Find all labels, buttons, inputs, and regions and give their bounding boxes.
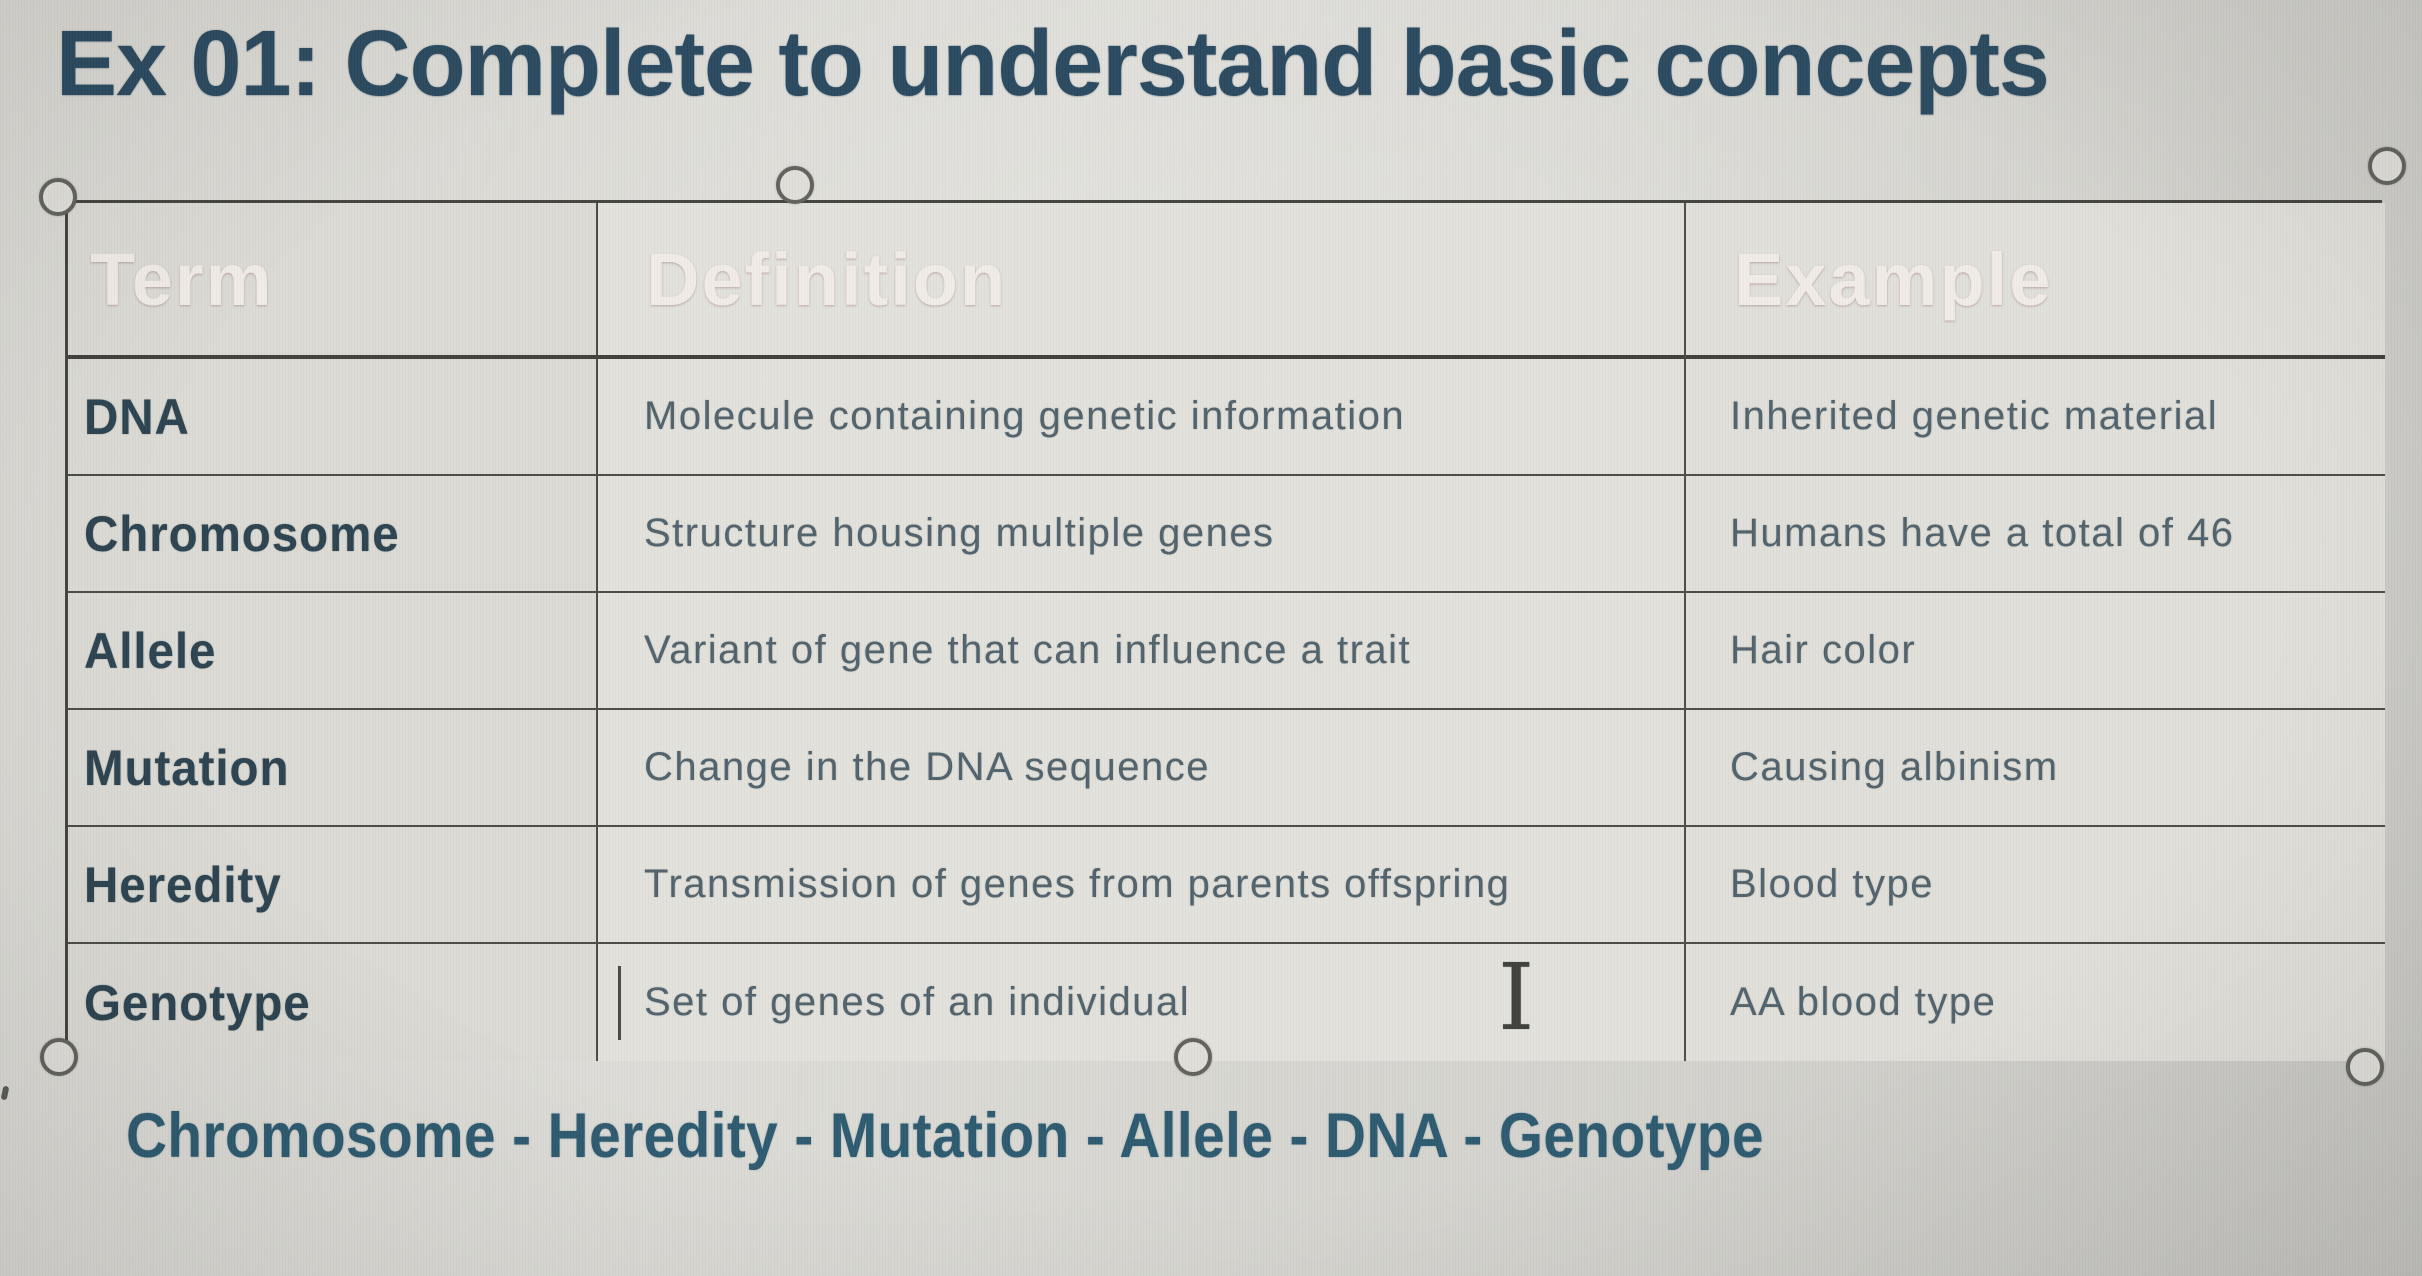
term-cell[interactable]: DNA <box>68 359 598 476</box>
definition-text: Molecule containing genetic information <box>644 394 1406 438</box>
ibeam-cursor-icon: I <box>1498 944 1535 1051</box>
example-text: Hair color <box>1730 628 1917 672</box>
selection-handle-bottom-left[interactable] <box>40 1038 78 1076</box>
definition-text: Structure housing multiple genes <box>644 511 1275 555</box>
term-cell[interactable]: Chromosome <box>68 476 598 593</box>
example-cell[interactable]: Inherited genetic material <box>1686 359 2385 476</box>
selection-handle-top-left[interactable] <box>39 178 77 216</box>
definition-text: Set of genes of an individual <box>644 980 1191 1024</box>
term-label: Genotype <box>84 974 311 1031</box>
page-title: Ex 01: Complete to understand basic conc… <box>56 11 2050 115</box>
term-cell[interactable]: Genotype <box>68 944 598 1061</box>
term-label: Mutation <box>84 739 290 796</box>
example-cell[interactable]: Hair color <box>1686 593 2385 710</box>
example-cell[interactable]: Humans have a total of 46 <box>1686 476 2385 593</box>
stray-mark <box>0 1085 10 1101</box>
example-cell[interactable]: Causing albinism <box>1686 710 2385 827</box>
selection-handle-bottom-right[interactable] <box>2346 1048 2384 1086</box>
example-cell[interactable]: Blood type <box>1686 827 2385 944</box>
definition-cell[interactable]: Structure housing multiple genes <box>598 476 1686 593</box>
example-text: Humans have a total of 46 <box>1730 511 2235 555</box>
word-bank: Chromosome - Heredity - Mutation - Allel… <box>126 1101 1764 1171</box>
term-label: Heredity <box>84 856 282 913</box>
term-label: DNA <box>84 388 190 445</box>
selection-handle-top-right[interactable] <box>2368 147 2406 185</box>
term-label: Allele <box>84 622 217 679</box>
definition-cell[interactable]: Set of genes of an individual <box>598 944 1686 1061</box>
definition-cell[interactable]: Molecule containing genetic information <box>598 359 1686 476</box>
term-cell[interactable]: Heredity <box>68 827 598 944</box>
example-text: AA blood type <box>1730 980 1997 1024</box>
selection-handle-top-center[interactable] <box>776 166 814 204</box>
definition-text: Transmission of genes from parents offsp… <box>644 862 1511 906</box>
column-header-term: Term <box>68 203 598 359</box>
example-cell[interactable]: AA blood type <box>1686 944 2385 1061</box>
selection-handle-bottom-center[interactable] <box>1174 1038 1212 1076</box>
definition-cell[interactable]: Variant of gene that can influence a tra… <box>598 593 1686 710</box>
concepts-table[interactable]: Term Definition Example DNA Molecule con… <box>65 200 2385 1061</box>
term-cell[interactable]: Mutation <box>68 710 598 827</box>
column-header-example: Example <box>1686 203 2385 359</box>
text-caret <box>618 966 621 1040</box>
term-cell[interactable]: Allele <box>68 593 598 710</box>
term-label: Chromosome <box>84 505 400 562</box>
definition-cell[interactable]: Transmission of genes from parents offsp… <box>598 827 1686 944</box>
definition-text: Change in the DNA sequence <box>644 745 1211 789</box>
column-header-definition: Definition <box>598 203 1686 359</box>
definition-text: Variant of gene that can influence a tra… <box>644 628 1412 672</box>
definition-cell[interactable]: Change in the DNA sequence <box>598 710 1686 827</box>
example-text: Blood type <box>1730 862 1935 906</box>
example-text: Inherited genetic material <box>1730 394 2219 438</box>
example-text: Causing albinism <box>1730 745 2059 789</box>
